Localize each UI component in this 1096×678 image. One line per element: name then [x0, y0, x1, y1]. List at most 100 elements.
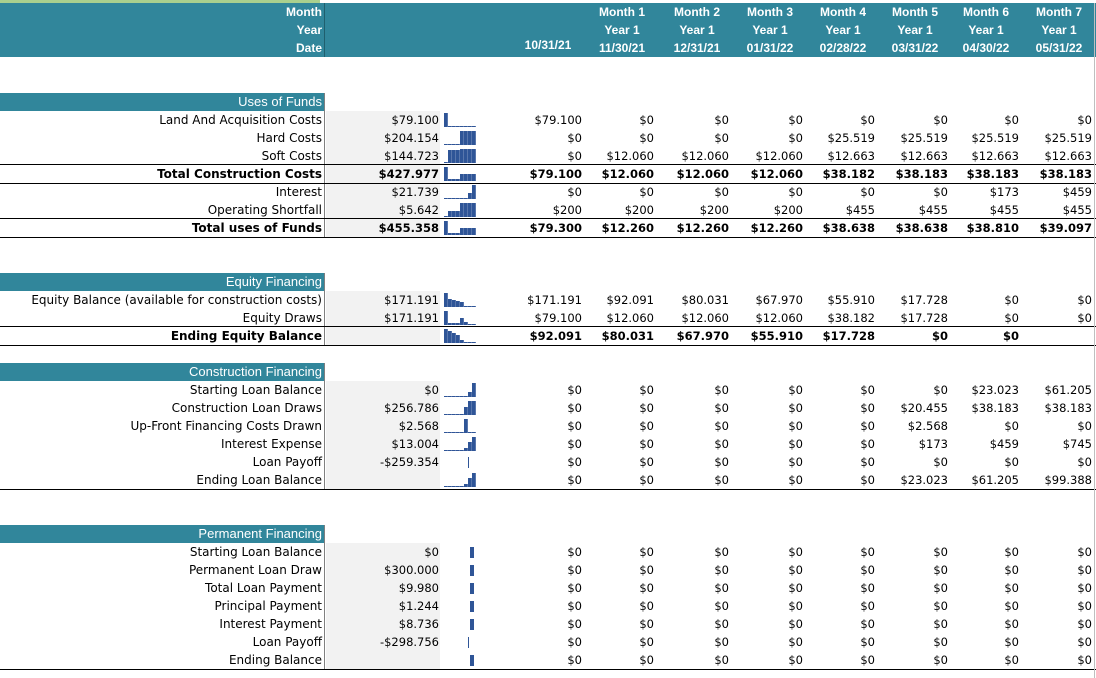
row-cell[interactable]: $12.663 [827, 149, 875, 163]
row-total[interactable]: $427.977 [378, 167, 439, 181]
row-cell[interactable]: $0 [1004, 293, 1019, 307]
header-date-0[interactable]: 10/31/21 [524, 38, 572, 52]
row-cell[interactable]: $0 [860, 437, 875, 451]
row-cell[interactable]: $455 [845, 203, 875, 217]
row-cell[interactable]: $0 [1077, 545, 1092, 559]
header-year-4[interactable]: Year 1 [825, 23, 861, 37]
row-cell[interactable]: $0 [1004, 113, 1019, 127]
row-cell[interactable]: $38.182 [822, 167, 875, 181]
header-date-1[interactable]: 11/30/21 [598, 41, 646, 55]
header-year-2[interactable]: Year 1 [679, 23, 715, 37]
row-cell[interactable]: $0 [567, 455, 582, 469]
row-cell[interactable]: $0 [639, 473, 654, 487]
row-cell[interactable]: $0 [567, 149, 582, 163]
row-cell[interactable]: $0 [714, 185, 729, 199]
row-label[interactable]: Up-Front Financing Costs Drawn [130, 419, 322, 433]
row-cell[interactable]: $79.100 [529, 167, 582, 181]
row-label[interactable]: Loan Payoff [252, 635, 322, 649]
row-total[interactable]: $0 [424, 545, 439, 559]
row-cell[interactable]: $0 [1077, 455, 1092, 469]
header-year-6[interactable]: Year 1 [968, 23, 1004, 37]
row-cell[interactable]: $12.663 [900, 149, 948, 163]
row-cell[interactable]: $0 [860, 581, 875, 595]
row-cell[interactable]: $0 [933, 455, 948, 469]
row-cell[interactable]: $0 [788, 383, 803, 397]
row-cell[interactable]: $0 [567, 383, 582, 397]
row-label[interactable]: Total uses of Funds [191, 221, 322, 235]
row-cell[interactable]: $17.728 [900, 311, 948, 325]
row-cell[interactable]: $0 [567, 581, 582, 595]
row-cell[interactable]: $0 [860, 185, 875, 199]
row-cell[interactable]: $0 [714, 401, 729, 415]
row-cell[interactable]: $2.568 [907, 419, 948, 433]
header-date-7[interactable]: 05/31/22 [1035, 41, 1083, 55]
row-cell[interactable]: $38.183 [966, 167, 1019, 181]
row-cell[interactable]: $0 [1004, 563, 1019, 577]
row-label[interactable]: Operating Shortfall [207, 203, 322, 217]
row-cell[interactable]: $0 [788, 599, 803, 613]
row-cell[interactable]: $12.060 [750, 167, 803, 181]
row-total[interactable]: $2.568 [398, 419, 439, 433]
row-cell[interactable]: $0 [567, 419, 582, 433]
row-label[interactable]: Land And Acquisition Costs [159, 113, 322, 127]
row-label[interactable]: Total Construction Costs [157, 167, 322, 181]
row-cell[interactable]: $12.060 [755, 149, 803, 163]
row-cell[interactable]: $12.260 [750, 221, 803, 235]
row-cell[interactable]: $0 [714, 437, 729, 451]
row-cell[interactable]: $0 [788, 545, 803, 559]
row-cell[interactable]: $0 [1004, 311, 1019, 325]
row-total[interactable]: $144.723 [384, 149, 439, 163]
row-cell[interactable]: $79.100 [534, 311, 582, 325]
row-total[interactable]: $8.736 [398, 617, 439, 631]
row-cell[interactable]: $80.031 [601, 329, 654, 343]
row-cell[interactable]: $0 [860, 599, 875, 613]
row-cell[interactable]: $0 [860, 617, 875, 631]
row-cell[interactable]: $61.205 [1044, 383, 1092, 397]
row-total[interactable]: $79.100 [391, 113, 439, 127]
row-cell[interactable]: $173 [918, 437, 948, 451]
row-cell[interactable]: $0 [714, 383, 729, 397]
row-label[interactable]: Loan Payoff [252, 455, 322, 469]
row-cell[interactable]: $38.183 [971, 401, 1019, 415]
row-cell[interactable]: $38.182 [827, 311, 875, 325]
row-cell[interactable]: $0 [639, 131, 654, 145]
row-label[interactable]: Ending Balance [228, 653, 322, 667]
row-cell[interactable]: $38.183 [1044, 401, 1092, 415]
header-year-7[interactable]: Year 1 [1041, 23, 1077, 37]
header-month-3[interactable]: Month 3 [747, 5, 793, 19]
row-cell[interactable]: $0 [639, 653, 654, 667]
row-cell[interactable]: $0 [933, 185, 948, 199]
row-cell[interactable]: $0 [639, 563, 654, 577]
header-year-5[interactable]: Year 1 [897, 23, 933, 37]
row-cell[interactable]: $0 [567, 617, 582, 631]
row-cell[interactable]: $0 [714, 419, 729, 433]
row-cell[interactable]: $0 [1077, 419, 1092, 433]
row-cell[interactable]: $17.728 [900, 293, 948, 307]
row-cell[interactable]: $38.638 [822, 221, 875, 235]
row-cell[interactable]: $38.810 [966, 221, 1019, 235]
row-cell[interactable]: $455 [918, 203, 948, 217]
row-cell[interactable]: $0 [788, 113, 803, 127]
row-cell[interactable]: $12.060 [676, 167, 729, 181]
header-month-4[interactable]: Month 4 [820, 5, 866, 19]
row-cell[interactable]: $0 [639, 419, 654, 433]
row-cell[interactable]: $12.060 [601, 167, 654, 181]
row-cell[interactable]: $92.091 [529, 329, 582, 343]
row-cell[interactable]: $0 [714, 635, 729, 649]
row-cell[interactable]: $0 [714, 545, 729, 559]
row-cell[interactable]: $0 [714, 113, 729, 127]
row-label[interactable]: Permanent Loan Draw [188, 563, 322, 577]
row-cell[interactable]: $0 [860, 383, 875, 397]
row-cell[interactable]: $0 [1077, 599, 1092, 613]
row-cell[interactable]: $0 [714, 455, 729, 469]
row-total[interactable]: $300.000 [384, 563, 439, 577]
row-cell[interactable]: $0 [933, 635, 948, 649]
row-cell[interactable]: $0 [639, 185, 654, 199]
row-cell[interactable]: $23.023 [971, 383, 1019, 397]
row-cell[interactable]: $0 [567, 473, 582, 487]
row-label[interactable]: Construction Loan Draws [171, 401, 322, 415]
row-label[interactable]: Interest [275, 185, 322, 199]
row-total[interactable]: $1.244 [398, 599, 439, 613]
row-cell[interactable]: $0 [788, 563, 803, 577]
row-cell[interactable]: $25.519 [827, 131, 875, 145]
